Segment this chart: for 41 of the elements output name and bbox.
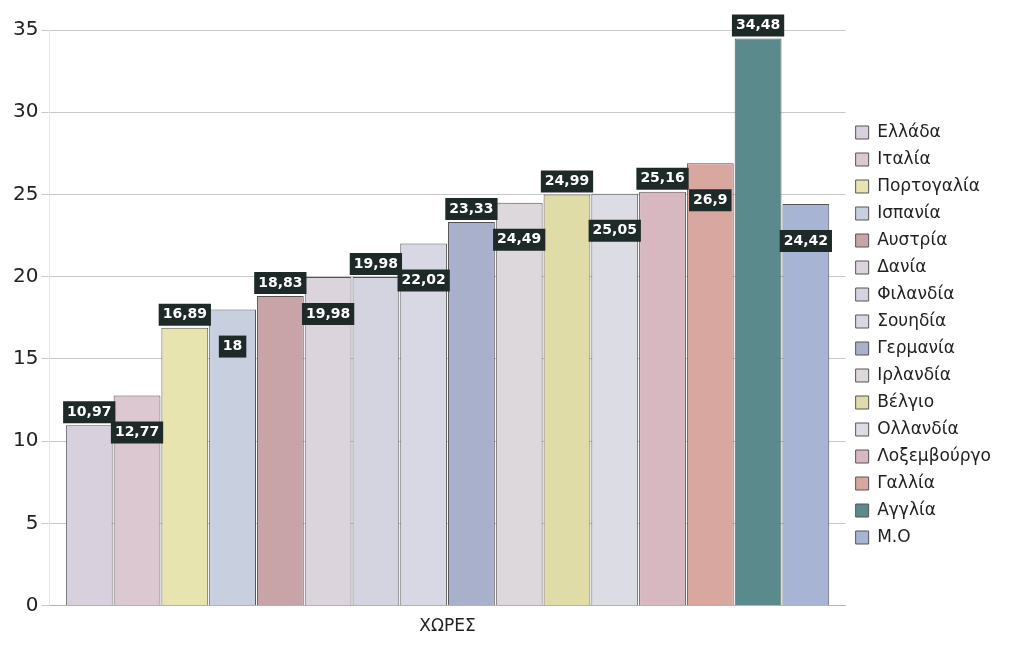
legend-label: Ιταλία	[877, 147, 931, 168]
legend-label: Μ.Ο	[877, 525, 911, 546]
data-label: 24,49	[497, 230, 542, 247]
data-label: 25,05	[592, 221, 637, 238]
data-label: 24,42	[783, 231, 828, 248]
legend-label: Σουηδία	[877, 309, 947, 330]
data-label: 18	[222, 337, 243, 354]
data-label: 26,9	[693, 190, 728, 207]
legend-label: Ισπανία	[877, 201, 941, 222]
data-label: 25,16	[640, 169, 685, 186]
y-tick-label: 10	[13, 427, 39, 452]
legend-label: Δανία	[877, 255, 927, 276]
legend-label: Πορτογαλία	[877, 174, 981, 195]
legend-label: Βέλγιο	[877, 390, 935, 411]
data-label: 34,48	[735, 16, 781, 33]
y-tick-label: 25	[13, 180, 39, 205]
legend-label: Φιλανδία	[877, 282, 955, 303]
x-tick-label: ΧΩΡΕΣ	[419, 615, 476, 636]
data-label: 12,77	[114, 423, 160, 440]
legend-label: Αυστρία	[877, 228, 948, 249]
y-tick-label: 20	[13, 262, 39, 287]
y-tick-label: 30	[13, 98, 39, 123]
y-tick-label: 35	[13, 16, 39, 41]
y-tick-label: 15	[13, 345, 39, 370]
legend-label: Ιρλανδία	[877, 363, 952, 384]
data-label: 24,99	[544, 172, 590, 189]
data-label: 18,83	[258, 273, 303, 290]
legend-label: Γερμανία	[877, 336, 956, 357]
legend-label: Ολλανδία	[877, 417, 959, 438]
legend-label: Λοξεμβούργο	[877, 444, 992, 465]
y-tick-label: 5	[25, 509, 39, 534]
legend-label: Ελλάδα	[877, 120, 941, 141]
data-label: 16,89	[162, 305, 207, 322]
data-label: 10,97	[67, 402, 112, 419]
legend-label: Γαλλία	[877, 471, 935, 492]
y-tick-label: 0	[25, 591, 39, 616]
data-label: 19,98	[353, 254, 399, 271]
data-label: 23,33	[449, 199, 494, 216]
data-label: 22,02	[401, 271, 446, 288]
data-label: 19,98	[305, 304, 351, 321]
legend-label: Αγγλία	[877, 498, 936, 519]
